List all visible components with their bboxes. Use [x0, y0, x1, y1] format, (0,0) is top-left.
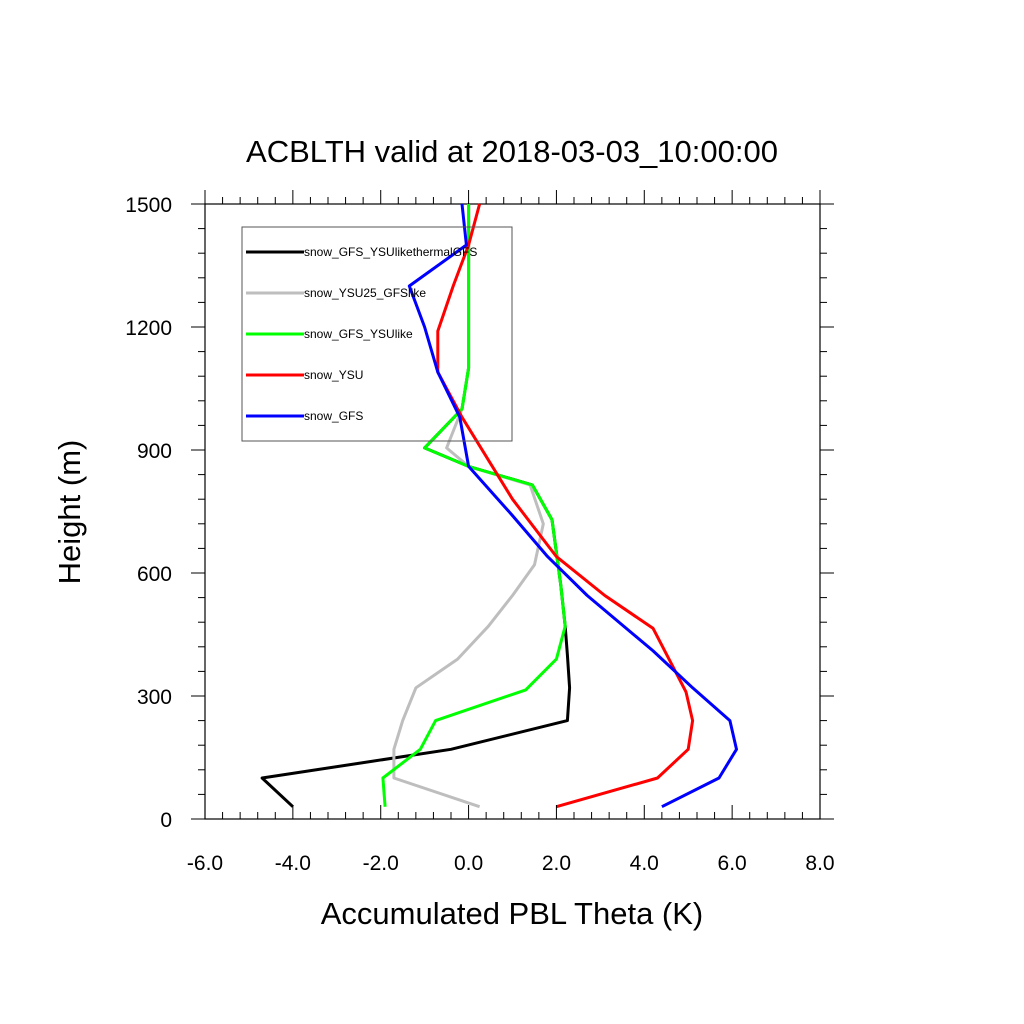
y-tick-label: 900: [137, 440, 172, 463]
series-line-4: [436, 203, 695, 809]
legend-label: snow_GFS_YSUlike: [304, 327, 413, 341]
x-tick-label: 8.0: [805, 852, 834, 875]
series-line-3: [381, 204, 567, 807]
x-tick-label: -2.0: [363, 852, 399, 875]
x-tick-label: -4.0: [275, 852, 311, 875]
legend-label: snow_YSU: [304, 368, 363, 382]
legend-label: snow_GFS: [304, 409, 363, 423]
y-tick-label: 1200: [125, 317, 172, 340]
y-tick-label: 0: [160, 809, 172, 832]
plot-frame: [204, 203, 821, 820]
x-tick-label: 2.0: [542, 852, 571, 875]
legend-label: snow_YSU25_GFSlike: [304, 286, 426, 300]
y-tick-label: 300: [137, 686, 172, 709]
x-tick-label: 6.0: [718, 852, 747, 875]
x-tick-label: 4.0: [630, 852, 659, 875]
x-axis-label: Accumulated PBL Theta (K): [321, 896, 704, 931]
x-tick-label: 0.0: [454, 852, 483, 875]
legend-label: snow_GFS_YSUlikethermalGFS: [304, 245, 477, 259]
y-axis-label: Height (m): [52, 440, 87, 585]
chart-title: ACBLTH valid at 2018-03-03_10:00:00: [246, 134, 778, 169]
y-tick-label: 1500: [125, 194, 172, 217]
x-tick-label: -6.0: [187, 852, 223, 875]
legend-box: [241, 226, 513, 442]
series-line-5: [407, 203, 738, 809]
y-tick-label: 600: [137, 563, 172, 586]
